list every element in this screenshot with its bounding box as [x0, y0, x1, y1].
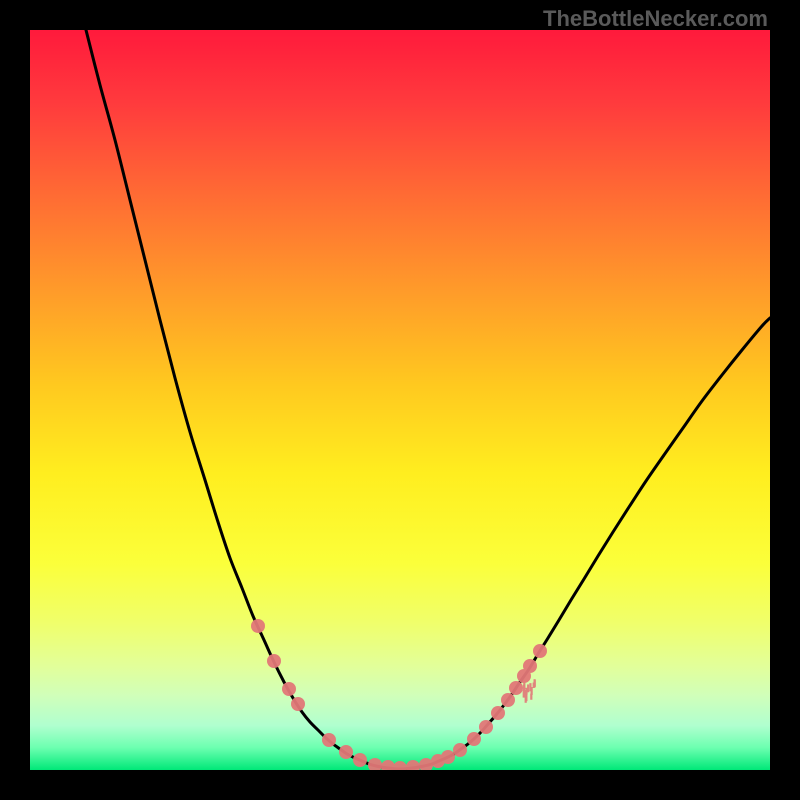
- scatter-point: [339, 745, 353, 759]
- scatter-point: [479, 720, 493, 734]
- scatter-point: [467, 732, 481, 746]
- scatter-point: [441, 750, 455, 764]
- chart-frame: TheBottleNecker.com: [0, 0, 800, 800]
- scatter-point: [291, 697, 305, 711]
- scatter-point: [501, 693, 515, 707]
- scatter-point: [322, 733, 336, 747]
- scatter-point: [509, 681, 523, 695]
- scatter-point: [491, 706, 505, 720]
- scatter-point: [453, 743, 467, 757]
- scatter-point: [251, 619, 265, 633]
- gradient-background: [30, 30, 770, 770]
- scatter-point: [282, 682, 296, 696]
- scatter-point: [353, 753, 367, 767]
- plot-svg: [30, 30, 770, 770]
- scatter-point: [533, 644, 547, 658]
- scatter-point: [267, 654, 281, 668]
- watermark-text: TheBottleNecker.com: [543, 6, 768, 32]
- scatter-point: [523, 659, 537, 673]
